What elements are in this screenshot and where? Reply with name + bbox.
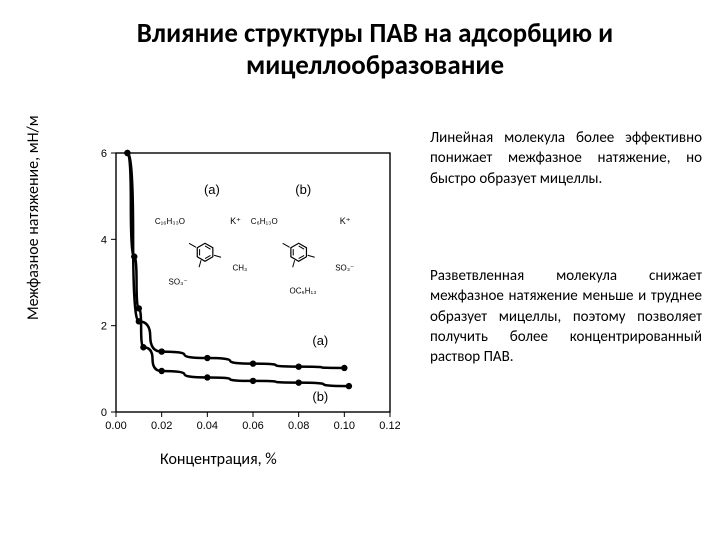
svg-text:4: 4 bbox=[101, 234, 107, 246]
svg-text:0.06: 0.06 bbox=[242, 420, 263, 432]
svg-text:(b): (b) bbox=[295, 182, 311, 197]
svg-text:CH₃: CH₃ bbox=[232, 263, 247, 272]
svg-text:2: 2 bbox=[101, 321, 107, 333]
svg-text:SO₃⁻: SO₃⁻ bbox=[169, 278, 188, 287]
svg-text:(a): (a) bbox=[312, 333, 328, 348]
svg-text:K⁺: K⁺ bbox=[230, 216, 241, 226]
svg-text:(a): (a) bbox=[204, 182, 220, 197]
svg-text:C₁₆H₃₃O: C₁₆H₃₃O bbox=[155, 217, 185, 226]
x-axis-label: Концентрация, % bbox=[160, 450, 277, 469]
svg-text:(b): (b) bbox=[312, 389, 328, 404]
title-line-1: Влияние структуры ПАВ на адсорбцию и bbox=[137, 17, 613, 50]
y-axis-label: Межфазное натяжение, мН/м bbox=[24, 115, 43, 320]
svg-text:SO₃⁻: SO₃⁻ bbox=[335, 263, 354, 272]
paragraph-linear: Линейная молекула более эффективно пониж… bbox=[430, 128, 702, 189]
svg-text:0.12: 0.12 bbox=[379, 420, 400, 432]
paragraph-branched: Разветвленная молекула снижает межфазное… bbox=[430, 266, 702, 367]
slide: { "title_line1": "Влияние структуры ПАВ … bbox=[0, 0, 720, 540]
page-title: Влияние структуры ПАВ на адсорбцию и миц… bbox=[60, 18, 690, 83]
svg-text:0.00: 0.00 bbox=[105, 420, 126, 432]
svg-text:0: 0 bbox=[101, 407, 107, 419]
chart-svg: 0 2 4 6 0.00 0.02 0.04 0.06 0.08 0.10 0.12 K⁺ C₁₆H₃₃… bbox=[80, 145, 400, 440]
svg-text:6: 6 bbox=[101, 148, 107, 160]
svg-text:0.04: 0.04 bbox=[197, 420, 218, 432]
title-line-2: мицеллообразование bbox=[246, 49, 504, 82]
svg-text:0.08: 0.08 bbox=[288, 420, 309, 432]
svg-text:0.10: 0.10 bbox=[334, 420, 355, 432]
svg-text:OC₆H₁₃: OC₆H₁₃ bbox=[290, 286, 317, 295]
svg-text:0.02: 0.02 bbox=[151, 420, 172, 432]
svg-text:C₆H₁₃O: C₆H₁₃O bbox=[251, 217, 278, 226]
svg-text:K⁺: K⁺ bbox=[340, 216, 351, 226]
